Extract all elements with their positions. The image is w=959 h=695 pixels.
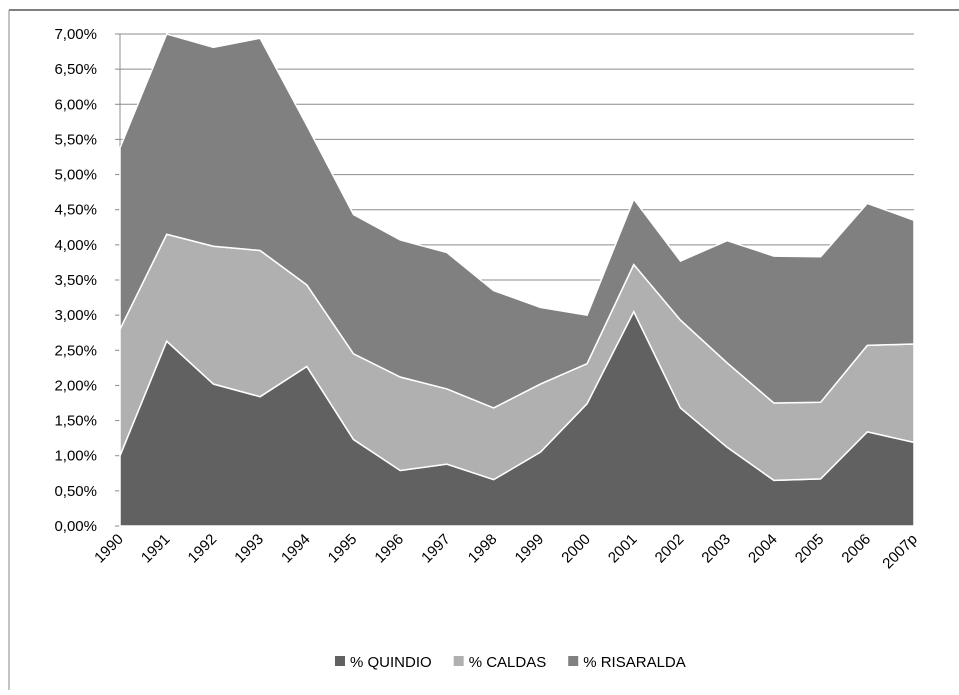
y-tick-label: 1,50% xyxy=(54,413,97,430)
x-tick-label: 1999 xyxy=(512,531,548,567)
x-tick-label: 2001 xyxy=(605,531,641,567)
x-tick-label: 2002 xyxy=(652,531,688,567)
y-tick-label: 4,50% xyxy=(54,202,97,219)
legend-swatch xyxy=(335,656,345,666)
y-tick-label: 6,50% xyxy=(54,61,97,78)
y-tick-label: 3,50% xyxy=(54,272,97,289)
y-tick-label: 2,50% xyxy=(54,342,97,359)
y-tick-label: 4,00% xyxy=(54,237,97,254)
x-tick-label: 1992 xyxy=(185,531,221,567)
y-tick-label: 1,00% xyxy=(54,448,97,465)
y-tick-label: 2,00% xyxy=(54,377,97,394)
area xyxy=(119,33,915,409)
areas xyxy=(119,33,915,527)
legend-label: % CALDAS xyxy=(469,654,547,671)
x-tick-label: 2003 xyxy=(698,531,734,567)
x-tick-label: 1990 xyxy=(91,531,127,567)
legend-label: % RISARALDA xyxy=(583,654,686,671)
legend-label: % QUINDIO xyxy=(350,654,432,671)
y-tick-label: 5,00% xyxy=(54,167,97,184)
x-tick-label: 1991 xyxy=(138,531,174,567)
legend-swatch xyxy=(453,656,464,666)
x-tick-label: 1993 xyxy=(231,531,267,567)
x-tick-label: 2004 xyxy=(745,531,781,567)
legend: % QUINDIO % CALDAS % RISARALDA xyxy=(335,654,686,671)
legend-swatch xyxy=(568,656,579,666)
x-tick-label: 2005 xyxy=(792,531,828,567)
y-tick-label: 0,00% xyxy=(54,518,97,535)
x-tick-label: 2007p xyxy=(879,531,921,573)
x-tick-label: 1998 xyxy=(465,531,501,567)
x-tick-label: 1997 xyxy=(418,531,454,567)
y-tick-label: 7,00% xyxy=(54,26,97,43)
x-tick-label: 2000 xyxy=(558,531,594,567)
x-tick-label: 1996 xyxy=(371,531,407,567)
y-tick-label: 6,00% xyxy=(54,96,97,113)
x-tick-label: 1994 xyxy=(278,531,314,567)
y-tick-label: 0,50% xyxy=(54,483,97,500)
x-tick-label: 2006 xyxy=(839,531,875,567)
x-tick-label: 1995 xyxy=(325,531,361,567)
y-tick-label: 3,00% xyxy=(54,307,97,324)
y-tick-label: 5,50% xyxy=(54,131,97,148)
